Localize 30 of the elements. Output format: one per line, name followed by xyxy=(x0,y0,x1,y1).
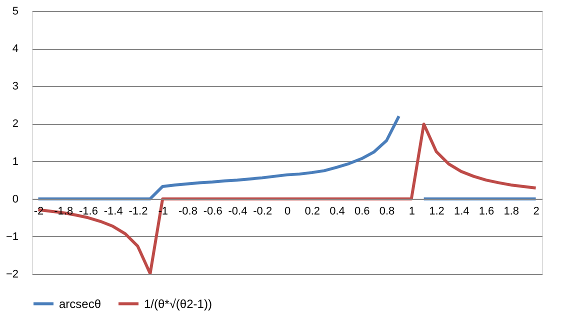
x-tick-label: 1.8 xyxy=(504,205,520,218)
y-tick-label: 1 xyxy=(12,156,18,168)
x-tick-label: -0.8 xyxy=(178,205,198,218)
x-tick-label: -2 xyxy=(34,205,44,218)
x-tick-label: -1.4 xyxy=(104,205,123,218)
x-tick-label: -1.2 xyxy=(128,205,148,218)
x-tick-label: 0.8 xyxy=(379,205,395,218)
x-tick-label: 0.2 xyxy=(304,205,320,218)
y-tick-label: −2 xyxy=(6,268,18,280)
x-tick-label: 0.4 xyxy=(330,205,345,218)
x-tick-label: -0.6 xyxy=(203,205,222,218)
y-tick-label: −1 xyxy=(6,230,18,243)
x-tick-label: -0.4 xyxy=(228,205,248,218)
y-tick-label: 3 xyxy=(12,80,18,93)
x-tick-label: -0.2 xyxy=(253,205,272,218)
y-tick-label: 0 xyxy=(12,193,18,206)
x-tick-label: -1.8 xyxy=(54,205,74,218)
x-tick-label: 1.2 xyxy=(429,205,444,218)
x-tick-label: 2 xyxy=(533,205,540,218)
legend-label: 1/(θ*√(θ2-1)) xyxy=(144,296,212,311)
x-tick-label: 0.6 xyxy=(354,205,370,218)
x-tick-label: 0 xyxy=(284,205,291,218)
x-tick-label: -1.6 xyxy=(78,205,98,218)
legend-label: arcsecθ xyxy=(59,296,102,311)
x-tick-label: 1 xyxy=(408,205,415,218)
y-tick-label: 5 xyxy=(12,6,18,18)
y-tick-label: 4 xyxy=(12,43,18,56)
y-tick-label: 2 xyxy=(12,118,18,130)
x-tick-label: 1.4 xyxy=(454,205,470,218)
x-tick-label: 1.6 xyxy=(478,205,494,218)
